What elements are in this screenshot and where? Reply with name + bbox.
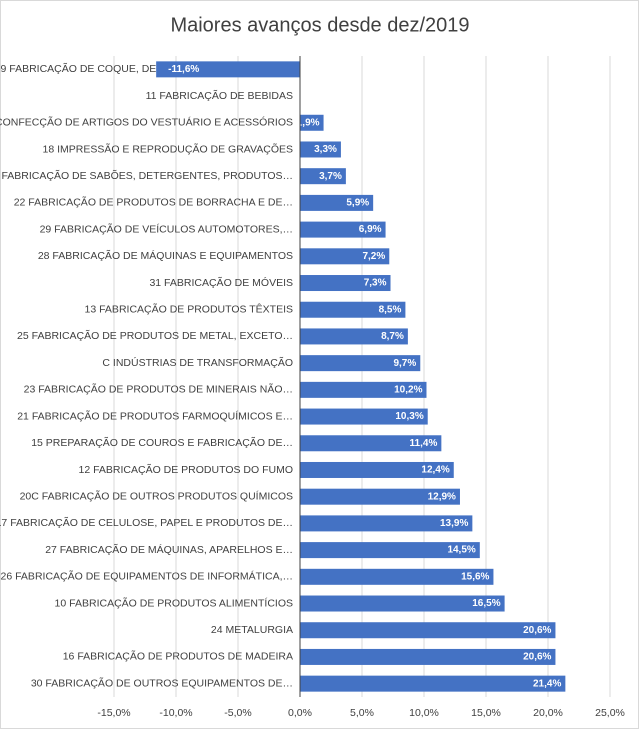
bar (300, 675, 566, 692)
bar (300, 328, 408, 345)
x-tick-label: -15,0% (97, 707, 130, 719)
category-label: 20B FABRICAÇÃO DE SABÕES, DETERGENTES, P… (0, 169, 293, 182)
bar (300, 194, 374, 211)
bar (300, 168, 346, 185)
value-label: 3,7% (319, 171, 342, 182)
bar (300, 542, 480, 559)
value-label: 10,3% (395, 411, 423, 422)
category-label: 26 FABRICAÇÃO DE EQUIPAMENTOS DE INFORMÁ… (1, 570, 294, 583)
value-label: 6,9% (359, 224, 382, 235)
x-tick-label: -10,0% (159, 707, 192, 719)
value-label: -11,6% (168, 64, 199, 75)
category-label: 18 IMPRESSÃO E REPRODUÇÃO DE GRAVAÇÕES (42, 142, 293, 155)
value-label: 8,7% (381, 331, 404, 342)
bar (300, 248, 390, 265)
category-label: 20C FABRICAÇÃO DE OUTROS PRODUTOS QUÍMIC… (20, 489, 293, 502)
bar (300, 488, 460, 505)
value-label: 11,4% (410, 438, 438, 449)
category-label: 17 FABRICAÇÃO DE CELULOSE, PAPEL E PRODU… (0, 516, 293, 529)
value-label: 21,4% (533, 678, 561, 689)
bar (300, 141, 341, 158)
category-label: 12 FABRICAÇÃO DE PRODUTOS DO FUMO (78, 463, 293, 476)
category-label: 22 FABRICAÇÃO DE PRODUTOS DE BORRACHA E … (14, 196, 293, 209)
category-label: 24 METALURGIA (211, 624, 293, 636)
value-label: 13,9% (440, 518, 468, 529)
category-label: 14 CONFECÇÃO DE ARTIGOS DO VESTUÁRIO E A… (0, 116, 293, 129)
value-label: 5,9% (346, 198, 369, 209)
value-label: 1,9% (297, 117, 320, 128)
category-label: 15 PREPARAÇÃO DE COUROS E FABRICAÇÃO DE… (31, 436, 293, 449)
bar (300, 461, 454, 478)
value-label: 7,2% (362, 251, 385, 262)
value-label: 12,9% (428, 491, 456, 502)
value-label: 20,6% (523, 625, 551, 636)
x-tick-label: 5,0% (350, 707, 374, 719)
category-label: 28 FABRICAÇÃO DE MÁQUINAS E EQUIPAMENTOS (38, 249, 293, 262)
value-label: 9,7% (393, 358, 416, 369)
value-label: 14,5% (447, 545, 475, 556)
bar (300, 355, 421, 372)
x-tick-label: 25,0% (595, 707, 625, 719)
bar (300, 622, 556, 639)
category-label: 31 FABRICAÇÃO DE MÓVEIS (149, 276, 293, 289)
value-label: 3,3% (314, 144, 337, 155)
bar (156, 61, 300, 78)
value-label: 15,6% (461, 571, 489, 582)
category-label: 21 FABRICAÇÃO DE PRODUTOS FARMOQUÍMICOS … (17, 409, 293, 422)
bar (300, 595, 505, 612)
bar (300, 515, 473, 532)
chart-title: Maiores avanços desde dez/2019 (170, 14, 469, 36)
bar (300, 408, 428, 425)
value-label: 10,2% (394, 384, 422, 395)
category-label: 16 FABRICAÇÃO DE PRODUTOS DE MADEIRA (63, 650, 293, 663)
x-tick-label: 15,0% (471, 707, 501, 719)
category-label: 27 FABRICAÇÃO DE MÁQUINAS, APARELHOS E… (45, 543, 293, 556)
category-label: 23 FABRICAÇÃO DE PRODUTOS DE MINERAIS NÃ… (24, 383, 293, 396)
category-label: C INDÚSTRIAS DE TRANSFORMAÇÃO (102, 356, 293, 369)
x-tick-label: 20,0% (533, 707, 563, 719)
bar (300, 301, 406, 318)
x-tick-label: 10,0% (409, 707, 439, 719)
x-tick-label: 0,0% (288, 707, 312, 719)
category-label: 25 FABRICAÇÃO DE PRODUTOS DE METAL, EXCE… (17, 329, 293, 342)
bar (300, 275, 391, 292)
category-label: 13 FABRICAÇÃO DE PRODUTOS TÊXTEIS (85, 303, 294, 316)
value-label: 16,5% (472, 598, 500, 609)
bar (300, 435, 442, 452)
value-label: 7,3% (364, 278, 387, 289)
value-label: 12,4% (421, 465, 449, 476)
bar (300, 648, 556, 665)
value-label: 8,5% (379, 304, 402, 315)
x-tick-label: -5,0% (224, 707, 251, 719)
category-label: 29 FABRICAÇÃO DE VEÍCULOS AUTOMOTORES,… (40, 222, 293, 235)
bar (300, 114, 324, 131)
bar (300, 568, 494, 585)
bar (300, 221, 386, 238)
category-label: 11 FABRICAÇÃO DE BEBIDAS (146, 89, 293, 102)
value-label: 20,6% (523, 652, 551, 663)
category-label: 10 FABRICAÇÃO DE PRODUTOS ALIMENTÍCIOS (55, 596, 293, 609)
category-label: 30 FABRICAÇÃO DE OUTROS EQUIPAMENTOS DE… (31, 676, 293, 689)
bar (300, 381, 427, 398)
